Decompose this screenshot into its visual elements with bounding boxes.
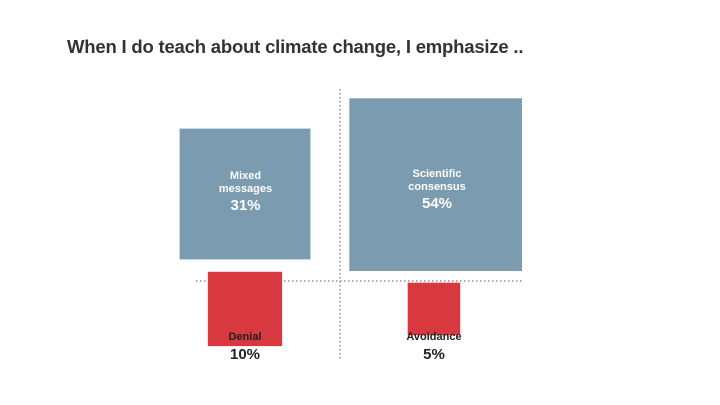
category-name: messages (218, 182, 273, 195)
category-name: Avoidance (406, 331, 462, 343)
label-mixed-messages: Mixed messages 31% (197, 170, 294, 215)
category-name: Denial (228, 331, 262, 343)
label-scientific-consensus: Scientific consensus 54% (352, 168, 522, 213)
category-name: consensus (408, 180, 466, 193)
label-denial: Denial 10% (196, 331, 294, 363)
data-label: 5% (423, 345, 445, 363)
label-avoidance: Avoidance 5% (382, 331, 486, 363)
data-label: 54% (421, 195, 453, 213)
data-label: 31% (230, 197, 261, 215)
scientific-consensus-square (349, 98, 522, 271)
denial-square (207, 271, 283, 347)
chart-title: When I do teach about climate change, I … (67, 36, 524, 57)
data-label: 10% (229, 345, 261, 363)
category-name: Scientific (412, 168, 462, 180)
avoidance-square (407, 282, 461, 336)
mixed-messages-square (179, 128, 311, 260)
category-name: Mixed (229, 170, 262, 182)
